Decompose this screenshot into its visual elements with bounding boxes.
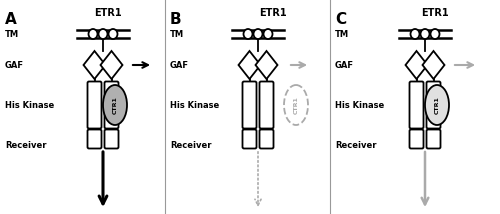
FancyBboxPatch shape	[410, 129, 424, 149]
Text: TM: TM	[335, 30, 349, 39]
Text: TM: TM	[5, 30, 19, 39]
Text: Receiver: Receiver	[5, 141, 46, 150]
Polygon shape	[406, 51, 427, 79]
Text: GAF: GAF	[5, 61, 24, 70]
Ellipse shape	[264, 29, 272, 39]
Text: B: B	[170, 12, 181, 27]
Ellipse shape	[244, 29, 252, 39]
Ellipse shape	[98, 29, 108, 39]
Text: CTR1: CTR1	[112, 96, 117, 114]
Text: Receiver: Receiver	[170, 141, 211, 150]
Text: TM: TM	[170, 30, 184, 39]
FancyBboxPatch shape	[104, 129, 118, 149]
Text: ETR1: ETR1	[421, 8, 449, 18]
Ellipse shape	[420, 29, 430, 39]
Ellipse shape	[108, 29, 118, 39]
Ellipse shape	[410, 29, 420, 39]
FancyBboxPatch shape	[410, 82, 424, 128]
Ellipse shape	[430, 29, 440, 39]
Polygon shape	[238, 51, 260, 79]
FancyBboxPatch shape	[260, 129, 274, 149]
Text: His Kinase: His Kinase	[335, 101, 384, 110]
FancyBboxPatch shape	[242, 82, 256, 128]
Polygon shape	[422, 51, 444, 79]
Polygon shape	[100, 51, 122, 79]
Text: CTR1: CTR1	[434, 96, 440, 114]
FancyBboxPatch shape	[242, 129, 256, 149]
Text: C: C	[335, 12, 346, 27]
FancyBboxPatch shape	[104, 82, 118, 128]
FancyBboxPatch shape	[88, 82, 102, 128]
Ellipse shape	[284, 85, 308, 125]
FancyBboxPatch shape	[260, 82, 274, 128]
Text: GAF: GAF	[170, 61, 189, 70]
Ellipse shape	[103, 85, 127, 125]
Polygon shape	[256, 51, 278, 79]
Ellipse shape	[254, 29, 262, 39]
Text: CTR1: CTR1	[294, 96, 298, 114]
Text: Receiver: Receiver	[335, 141, 376, 150]
Text: A: A	[5, 12, 17, 27]
Ellipse shape	[425, 85, 449, 125]
Text: ETR1: ETR1	[94, 8, 122, 18]
Polygon shape	[84, 51, 106, 79]
Text: ETR1: ETR1	[259, 8, 287, 18]
Text: GAF: GAF	[335, 61, 354, 70]
Text: His Kinase: His Kinase	[170, 101, 219, 110]
FancyBboxPatch shape	[426, 129, 440, 149]
FancyBboxPatch shape	[426, 82, 440, 128]
FancyBboxPatch shape	[88, 129, 102, 149]
Text: His Kinase: His Kinase	[5, 101, 54, 110]
Ellipse shape	[88, 29, 98, 39]
